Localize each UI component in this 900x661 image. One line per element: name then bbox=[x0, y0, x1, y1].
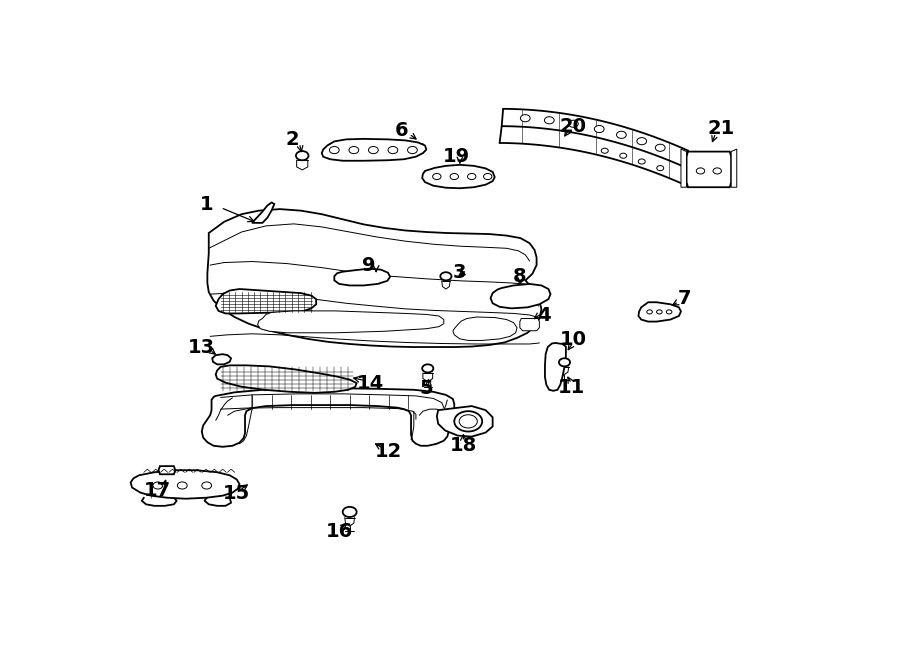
Polygon shape bbox=[212, 354, 231, 364]
Circle shape bbox=[655, 144, 665, 151]
Text: 5: 5 bbox=[419, 379, 433, 398]
Circle shape bbox=[601, 148, 608, 153]
Circle shape bbox=[450, 173, 458, 180]
Circle shape bbox=[177, 482, 187, 489]
Circle shape bbox=[647, 310, 652, 314]
Polygon shape bbox=[207, 209, 542, 347]
Text: 21: 21 bbox=[707, 119, 734, 138]
Circle shape bbox=[569, 120, 578, 128]
Circle shape bbox=[202, 482, 211, 489]
Text: 6: 6 bbox=[395, 121, 409, 139]
Circle shape bbox=[657, 310, 662, 314]
Polygon shape bbox=[638, 302, 681, 322]
Polygon shape bbox=[436, 406, 492, 437]
Polygon shape bbox=[334, 268, 390, 286]
Circle shape bbox=[433, 173, 441, 180]
Circle shape bbox=[666, 310, 672, 314]
Polygon shape bbox=[252, 202, 274, 223]
Text: 14: 14 bbox=[357, 374, 384, 393]
Polygon shape bbox=[681, 149, 687, 187]
Circle shape bbox=[713, 168, 722, 174]
Circle shape bbox=[349, 147, 359, 153]
Polygon shape bbox=[520, 319, 539, 330]
Text: 20: 20 bbox=[560, 116, 587, 136]
Circle shape bbox=[559, 358, 570, 366]
Polygon shape bbox=[491, 284, 551, 308]
Circle shape bbox=[408, 147, 418, 153]
Polygon shape bbox=[687, 151, 731, 187]
Circle shape bbox=[620, 153, 626, 158]
Circle shape bbox=[296, 151, 309, 160]
Text: 17: 17 bbox=[144, 481, 171, 500]
Circle shape bbox=[657, 166, 663, 171]
Circle shape bbox=[422, 364, 434, 373]
Polygon shape bbox=[545, 343, 566, 391]
Text: 2: 2 bbox=[285, 130, 300, 149]
Text: 8: 8 bbox=[512, 267, 526, 286]
Text: 15: 15 bbox=[223, 484, 250, 503]
Circle shape bbox=[343, 507, 356, 517]
Circle shape bbox=[329, 147, 339, 153]
Polygon shape bbox=[216, 289, 316, 313]
Text: 12: 12 bbox=[374, 442, 401, 461]
Text: 3: 3 bbox=[453, 263, 466, 282]
Circle shape bbox=[467, 173, 476, 180]
Circle shape bbox=[520, 114, 530, 122]
Circle shape bbox=[638, 159, 645, 164]
Polygon shape bbox=[202, 388, 454, 447]
Text: 1: 1 bbox=[200, 194, 213, 214]
Text: 10: 10 bbox=[560, 330, 587, 350]
Polygon shape bbox=[130, 470, 239, 498]
Polygon shape bbox=[731, 149, 737, 187]
Circle shape bbox=[697, 168, 705, 174]
Circle shape bbox=[594, 126, 604, 133]
Text: 11: 11 bbox=[558, 377, 585, 397]
Polygon shape bbox=[322, 139, 427, 161]
Text: 7: 7 bbox=[678, 289, 691, 307]
Circle shape bbox=[544, 117, 554, 124]
Circle shape bbox=[459, 414, 477, 428]
Polygon shape bbox=[257, 311, 444, 332]
Text: 13: 13 bbox=[188, 338, 215, 357]
Text: 9: 9 bbox=[363, 256, 376, 274]
Circle shape bbox=[153, 482, 163, 489]
Text: 16: 16 bbox=[326, 522, 353, 541]
Circle shape bbox=[637, 137, 646, 145]
Circle shape bbox=[483, 173, 492, 180]
Text: 18: 18 bbox=[450, 436, 477, 455]
Circle shape bbox=[388, 147, 398, 153]
Circle shape bbox=[440, 272, 452, 280]
Polygon shape bbox=[216, 366, 356, 393]
Text: 4: 4 bbox=[536, 307, 551, 325]
Text: 19: 19 bbox=[443, 147, 470, 166]
Polygon shape bbox=[453, 317, 517, 340]
Circle shape bbox=[616, 132, 626, 138]
Polygon shape bbox=[422, 165, 495, 188]
Circle shape bbox=[368, 147, 378, 153]
Circle shape bbox=[454, 411, 482, 432]
Polygon shape bbox=[158, 466, 176, 475]
